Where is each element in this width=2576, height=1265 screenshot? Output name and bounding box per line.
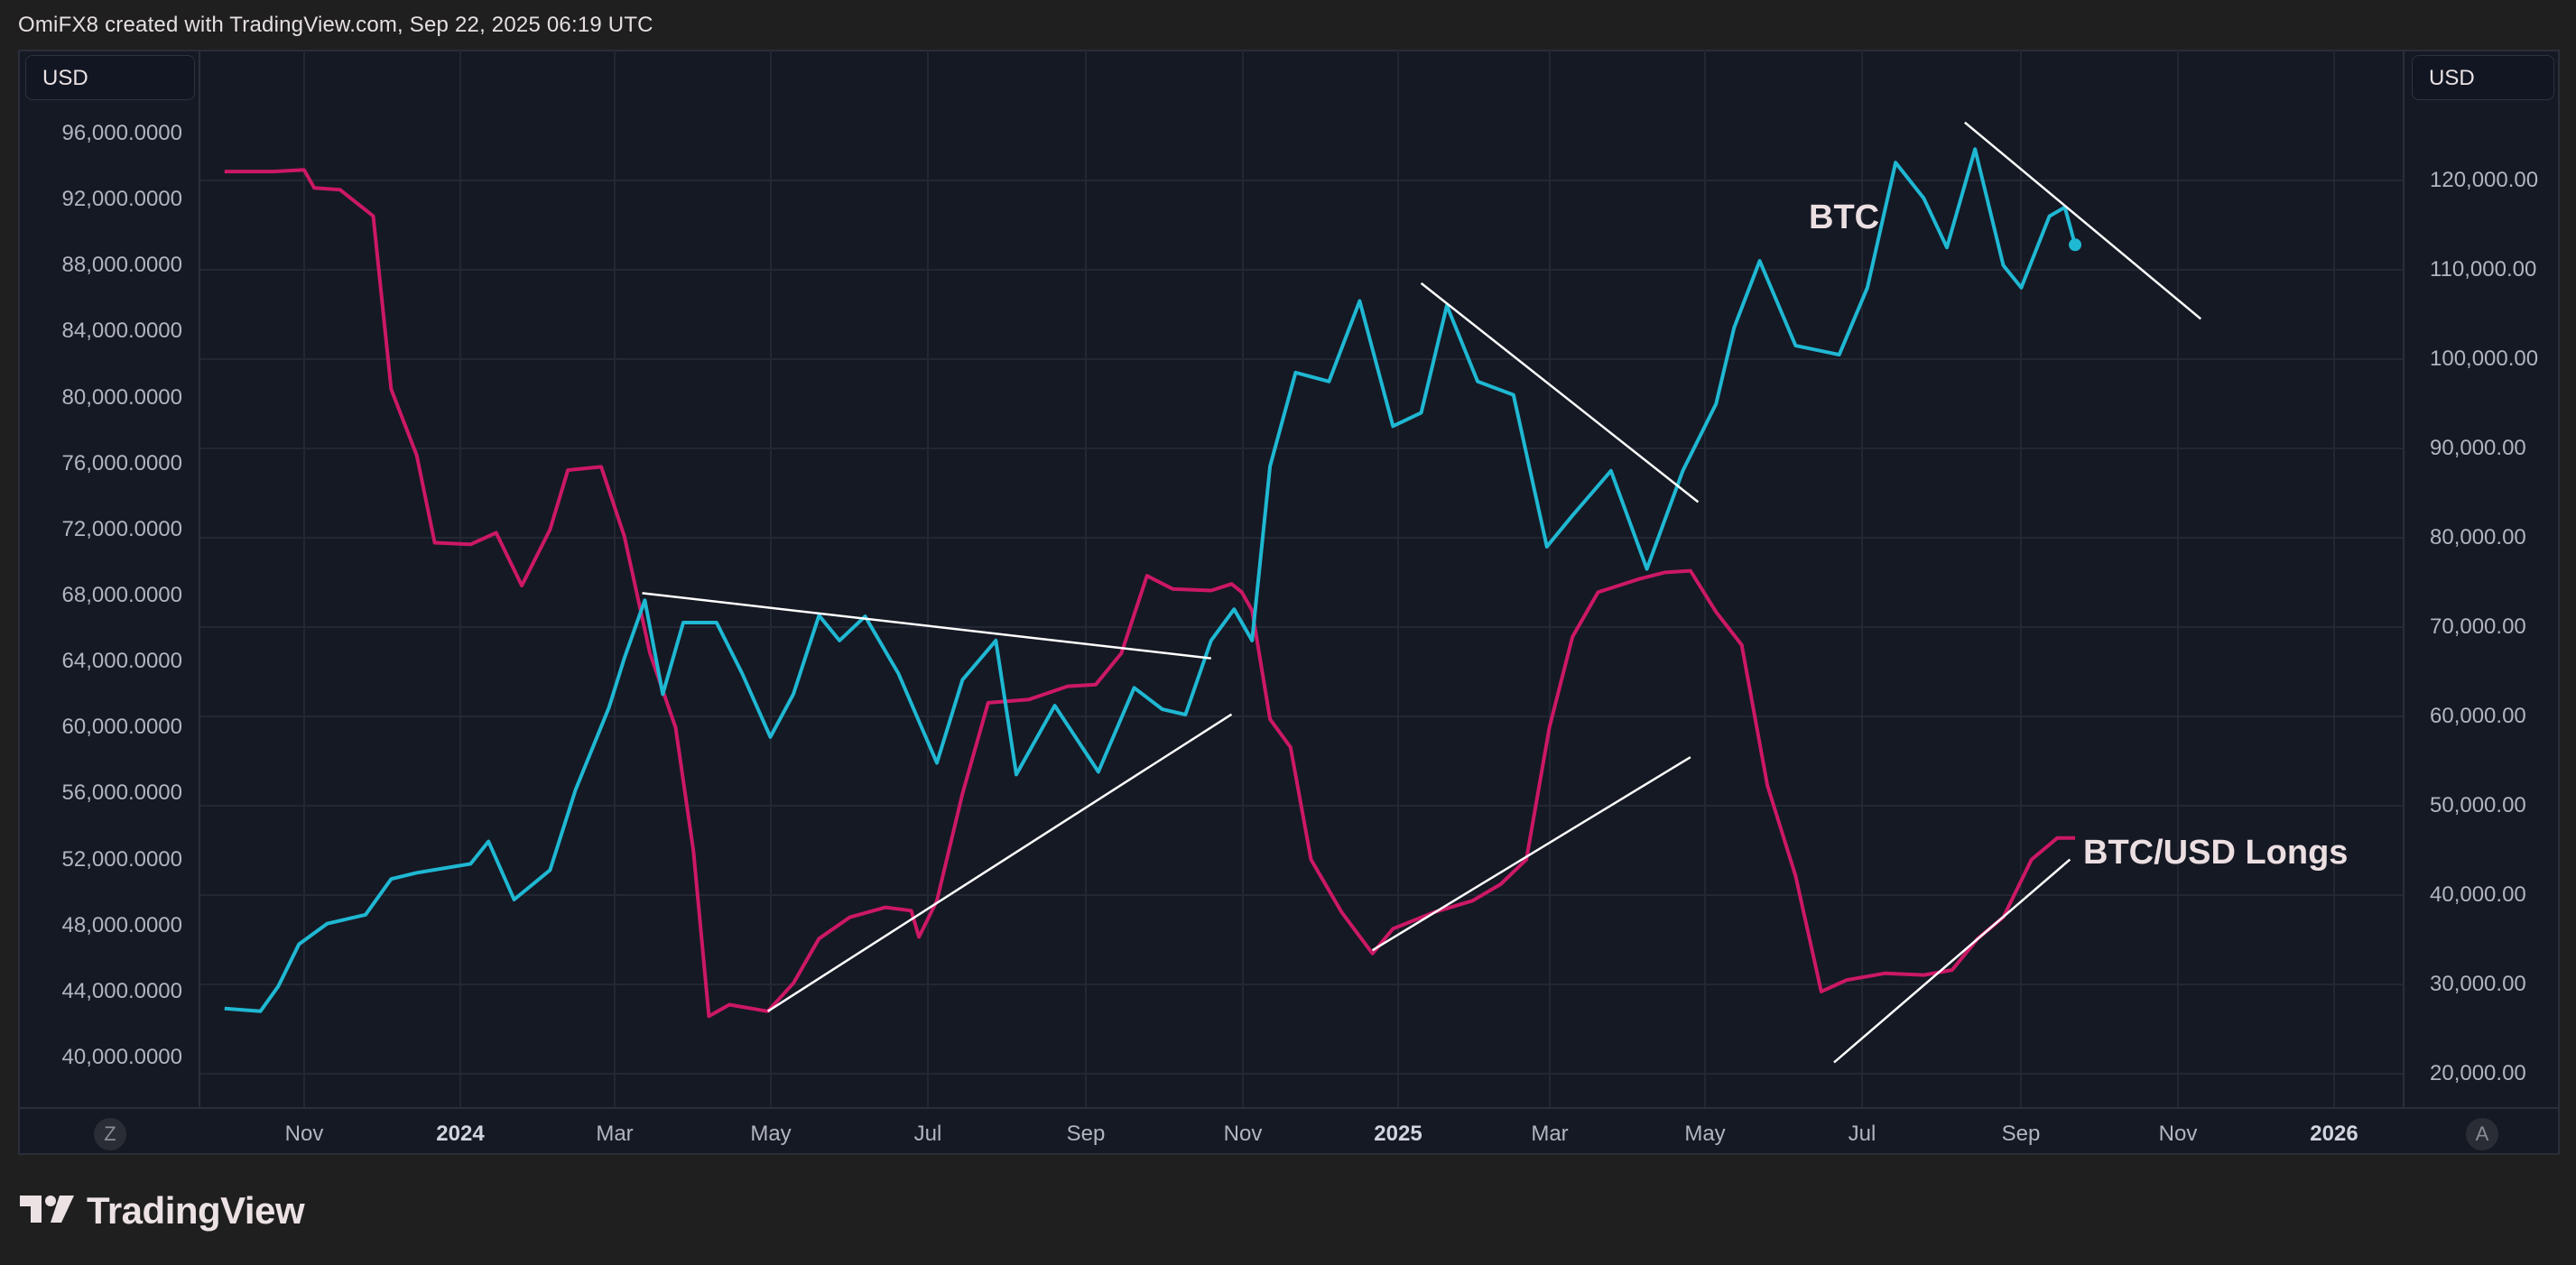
- left-axis-tick-label: 84,000.0000: [61, 319, 182, 344]
- left-axis-tick-label: 68,000.0000: [61, 583, 182, 607]
- time-axis-tick-label: Sep: [2001, 1122, 2041, 1146]
- time-axis-tick-label: Mar: [1531, 1122, 1569, 1146]
- btc-series-label: BTC: [1809, 199, 1880, 236]
- left-axis-tick-label: 56,000.0000: [61, 780, 182, 806]
- time-axis-tick-label: May: [1684, 1122, 1726, 1146]
- left-axis-tick-label: 64,000.0000: [61, 649, 182, 674]
- right-axis-tick-label: 50,000.00: [2430, 793, 2526, 817]
- left-axis-tick-label: 44,000.0000: [61, 978, 182, 1003]
- time-axis-tick-label: 2024: [436, 1122, 485, 1146]
- support-trendline: [1371, 756, 1691, 952]
- left-axis-tick-label: 60,000.0000: [61, 715, 182, 740]
- tradingview-logo-icon: [20, 1196, 74, 1223]
- btc-last-price-dot: [2069, 238, 2082, 252]
- right-axis-tick-label: 20,000.00: [2430, 1061, 2526, 1085]
- right-axis-tick-label: 100,000.00: [2430, 346, 2539, 371]
- zoom-reset-button[interactable]: Z: [94, 1118, 126, 1150]
- time-axis-tick-label: Nov: [284, 1122, 324, 1146]
- time-axis-tick-label: Sep: [1066, 1122, 1106, 1146]
- resistance-trendline: [642, 592, 1211, 660]
- left-axis-tick-label: 92,000.0000: [61, 187, 182, 212]
- longs-series-label: BTC/USD Longs: [2083, 834, 2349, 872]
- right-axis-tick-label: 110,000.00: [2430, 257, 2537, 282]
- btc-price-line: [224, 147, 2077, 1013]
- support-trendline: [766, 713, 1233, 1012]
- right-currency-button[interactable]: USD: [2412, 55, 2554, 100]
- brand-name: TradingView: [87, 1189, 305, 1232]
- left-currency-button[interactable]: USD: [25, 55, 195, 100]
- left-axis-tick-label: 96,000.0000: [61, 121, 182, 145]
- right-axis-tick-label: 30,000.00: [2430, 972, 2526, 996]
- time-axis-tick-label: 2025: [1374, 1122, 1422, 1146]
- time-axis-tick-label: Mar: [596, 1122, 634, 1146]
- time-axis[interactable]: Z Nov 2024 Mar May Jul Sep Nov 2025 Mar May Jul Sep…: [18, 1107, 2560, 1155]
- time-axis-tick-label: Nov: [2158, 1122, 2198, 1146]
- left-axis-tick-label: 72,000.0000: [61, 516, 182, 541]
- left-axis-tick-label: 40,000.0000: [61, 1045, 182, 1069]
- right-axis-tick-label: 90,000.00: [2430, 436, 2526, 460]
- right-price-axis[interactable]: USD 120,000.00 110,000.00 100,000.00 90,000…: [2403, 50, 2560, 1107]
- tradingview-logo[interactable]: TradingView: [20, 1189, 305, 1233]
- right-axis-tick-label: 70,000.00: [2430, 614, 2526, 639]
- left-axis-tick-label: 80,000.0000: [61, 384, 182, 410]
- right-axis-tick-label: 60,000.00: [2430, 704, 2526, 728]
- left-price-axis[interactable]: USD 96,000.0000 92,000.0000 88,000.0000 84,…: [18, 50, 200, 1107]
- right-axis-tick-label: 120,000.00: [2430, 168, 2539, 192]
- btc-usd-longs-line: [224, 168, 2075, 1019]
- time-axis-tick-label: Jul: [913, 1122, 942, 1146]
- time-axis-tick-label: Jul: [1848, 1122, 1876, 1146]
- left-axis-tick-label: 88,000.0000: [61, 253, 182, 278]
- time-axis-tick-label: May: [750, 1122, 792, 1146]
- chart-title: OmiFX8 created with TradingView.com, Sep…: [18, 13, 653, 37]
- left-axis-tick-label: 52,000.0000: [61, 846, 182, 872]
- support-trendline: [1833, 858, 2071, 1064]
- right-axis-tick-label: 80,000.00: [2430, 525, 2526, 549]
- right-axis-tick-label: 40,000.00: [2430, 882, 2526, 907]
- left-axis-tick-label: 48,000.0000: [61, 912, 182, 937]
- resistance-trendline: [1420, 282, 1700, 503]
- resistance-trendline: [1964, 121, 2202, 320]
- time-axis-tick-label: 2026: [2310, 1122, 2358, 1146]
- time-axis-tick-label: Nov: [1223, 1122, 1263, 1146]
- chart-frame[interactable]: [18, 50, 2560, 1155]
- auto-scale-button[interactable]: A: [2466, 1118, 2498, 1150]
- left-axis-tick-label: 76,000.0000: [61, 450, 182, 476]
